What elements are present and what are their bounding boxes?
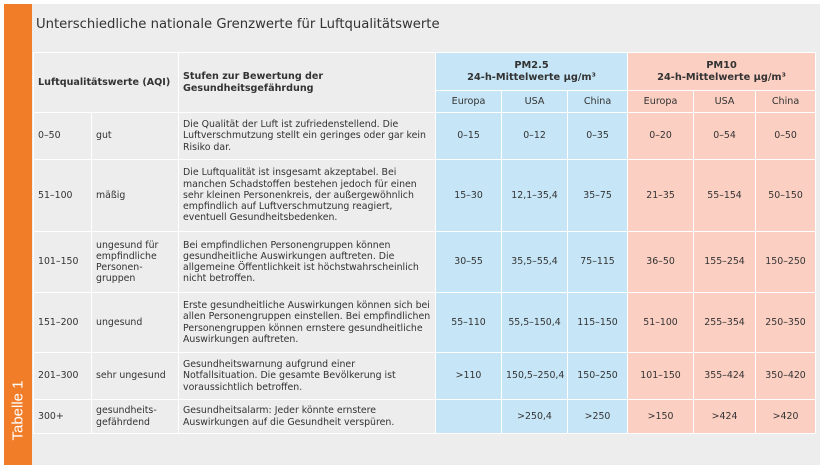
aqi-range: 151–200: [33, 292, 92, 353]
pm25-europa: 30–55: [435, 231, 503, 293]
table-row: 0–50 gut Die Qualität der Luft ist zufri…: [33, 112, 817, 160]
header-region: Europa: [435, 90, 503, 113]
pm10-usa: >424: [693, 399, 757, 434]
pm10-europa: 101–150: [627, 352, 695, 400]
aqi-range: 101–150: [33, 231, 92, 293]
table-row: 300+ gesundheits­gefährdend Gesundheitsa…: [33, 399, 817, 434]
aqi-range: 300+: [33, 399, 92, 434]
aqi-range: 201–300: [33, 352, 92, 400]
aqi-category: ungesund für empfindliche Personen­grupp…: [90, 231, 180, 293]
pm10-usa: 255–354: [693, 292, 757, 353]
pm25-china: 115–150: [567, 292, 629, 353]
pm10-europa: >150: [627, 399, 695, 434]
aqi-description: Gesundheitswarnung aufgrund einer Notfal…: [178, 352, 437, 400]
header-pm10-sub: 24-h-Mittelwerte µg/m³: [657, 71, 786, 83]
table-row: 201–300 sehr ungesund Gesundheitswarnung…: [33, 352, 817, 400]
pm25-usa: >250,4: [501, 399, 569, 434]
pm10-europa: 0–20: [627, 112, 695, 160]
pm25-europa: 55–110: [435, 292, 503, 353]
aqi-category: sehr ungesund: [90, 352, 180, 400]
header-pm25-sub: 24-h-Mittelwerte µg/m³: [467, 71, 596, 83]
table-row: 51–100 mäßig Die Luftqualität ist insges…: [33, 159, 817, 232]
pm10-china: 50–150: [755, 159, 817, 232]
pm25-usa: 150,5–250,4: [501, 352, 569, 400]
aqi-description: Gesundheitsalarm: Jeder könnte ernstere …: [178, 399, 437, 434]
pm25-china: >250: [567, 399, 629, 434]
side-tab-strip: Tabelle 1: [4, 4, 32, 465]
pm25-china: 75–115: [567, 231, 629, 293]
pm25-china: 150–250: [567, 352, 629, 400]
side-tab-label: Tabelle 1: [9, 379, 27, 441]
air-quality-table: Luftqualitätswerte (AQI) Stufen zur Bewe…: [32, 52, 817, 434]
aqi-description: Bei empfindlichen Personengruppen können…: [178, 231, 437, 293]
header-pm10: PM10 24-h-Mittelwerte µg/m³: [627, 52, 817, 91]
pm25-usa: 0–12: [501, 112, 569, 160]
aqi-description: Die Luftqualität ist insgesamt akzeptabe…: [178, 159, 437, 232]
header-region: USA: [693, 90, 757, 113]
pm25-europa: 0–15: [435, 112, 503, 160]
table-title: Unterschiedliche nationale Grenzwerte fü…: [36, 17, 440, 32]
pm25-china: 0–35: [567, 112, 629, 160]
pm10-china: 150–250: [755, 231, 817, 293]
table-row: 101–150 ungesund für empfindliche Person…: [33, 231, 817, 293]
aqi-range: 0–50: [33, 112, 92, 160]
header-region: China: [567, 90, 629, 113]
aqi-range: 51–100: [33, 159, 92, 232]
header-region: USA: [501, 90, 569, 113]
pm25-china: 35–75: [567, 159, 629, 232]
pm10-china: 0–50: [755, 112, 817, 160]
aqi-category: gut: [90, 112, 180, 160]
header-region: Europa: [627, 90, 695, 113]
aqi-description: Erste gesundheitliche Auswirkungen könne…: [178, 292, 437, 353]
pm10-china: 350–420: [755, 352, 817, 400]
pm25-europa: >110: [435, 352, 503, 400]
header-pm25: PM2.5 24-h-Mittelwerte µg/m³: [435, 52, 629, 91]
aqi-description: Die Qualität der Luft ist zufriedenstell…: [178, 112, 437, 160]
pm10-europa: 21–35: [627, 159, 695, 232]
pm10-europa: 36–50: [627, 231, 695, 293]
pm10-europa: 51–100: [627, 292, 695, 353]
pm10-usa: 0–54: [693, 112, 757, 160]
pm10-china: 250–350: [755, 292, 817, 353]
pm10-usa: 355–424: [693, 352, 757, 400]
pm25-usa: 35,5–55,4: [501, 231, 569, 293]
pm10-usa: 155–254: [693, 231, 757, 293]
pm25-usa: 55,5–150,4: [501, 292, 569, 353]
header-stufen: Stufen zur Bewertung der Gesundheitsgefä…: [178, 52, 437, 113]
pm25-europa: [435, 399, 503, 434]
header-pm25-title: PM2.5: [514, 59, 549, 71]
header-region: China: [755, 90, 817, 113]
aqi-category: ungesund: [90, 292, 180, 353]
pm25-europa: 15–30: [435, 159, 503, 232]
aqi-category: gesundheits­gefährdend: [90, 399, 180, 434]
table-row: 151–200 ungesund Erste gesundheitliche A…: [33, 292, 817, 353]
header-pm10-title: PM10: [706, 59, 737, 71]
aqi-category: mäßig: [90, 159, 180, 232]
pm10-china: >420: [755, 399, 817, 434]
pm10-usa: 55–154: [693, 159, 757, 232]
header-aqi: Luftqualitätswerte (AQI): [32, 52, 180, 113]
pm25-usa: 12,1–35,4: [501, 159, 569, 232]
